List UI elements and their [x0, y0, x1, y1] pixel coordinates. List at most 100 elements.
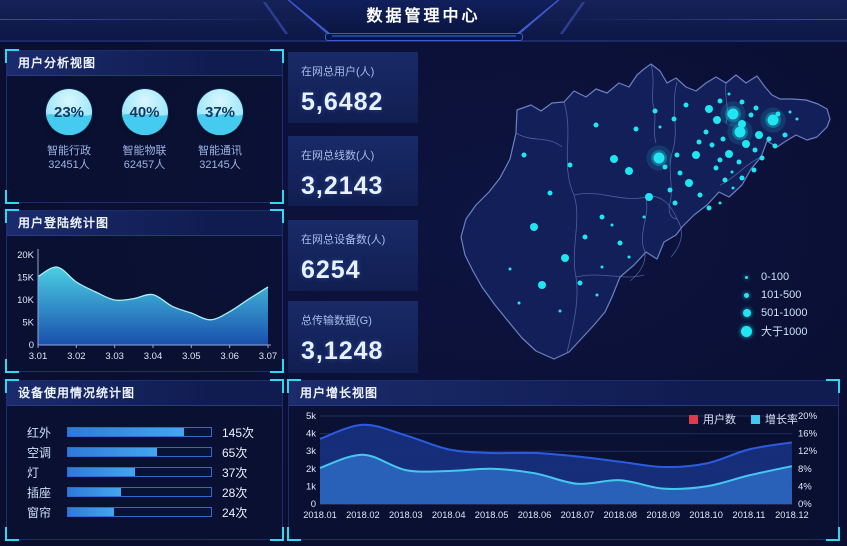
stat-value: 5,6482: [301, 88, 384, 116]
svg-text:2018.08: 2018.08: [603, 510, 637, 520]
liquid-circle-item: 37% 智能通讯 32145人: [184, 89, 256, 172]
legend-item-label: 大于1000: [761, 326, 808, 338]
liquid-circle: 40%: [121, 89, 168, 135]
svg-text:10K: 10K: [17, 295, 35, 306]
svg-text:8%: 8%: [798, 464, 812, 475]
svg-text:16%: 16%: [798, 429, 818, 440]
device-bar-row: 空调 65次: [27, 442, 264, 462]
svg-text:2018.11: 2018.11: [733, 510, 766, 520]
legend-swatch-rate: [751, 414, 760, 424]
corner-bracket: [5, 527, 19, 541]
stat-label: 总传输数据(G): [301, 315, 372, 327]
svg-text:3.04: 3.04: [144, 351, 163, 362]
legend-label-rate: 增长率: [765, 414, 798, 426]
device-bar-value: 65次: [222, 445, 248, 460]
svg-text:3.02: 3.02: [67, 351, 86, 362]
map-region: 0-100 101-500 501-1000 大于1000: [424, 46, 844, 378]
panel-user-analysis-header: 用户分析视图: [7, 51, 282, 76]
device-bar-track: [67, 487, 212, 497]
svg-text:5k: 5k: [306, 411, 316, 422]
panel-login-stats-header: 用户登陆统计图: [7, 211, 282, 236]
panel-device-usage-title: 设备使用情况统计图: [18, 386, 136, 400]
circle-count: 62457人: [123, 159, 166, 171]
device-bar-label: 灯: [27, 465, 40, 480]
svg-text:1k: 1k: [306, 481, 316, 492]
circle-count: 32145人: [199, 159, 241, 171]
svg-text:2018.04: 2018.04: [432, 510, 466, 520]
device-bar-fill: [68, 428, 184, 436]
circle-count: 32451人: [48, 159, 90, 171]
legend-dot-icon: [740, 309, 753, 317]
svg-text:12%: 12%: [798, 446, 818, 457]
device-bar-row: 窗帘 24次: [27, 502, 264, 522]
corner-bracket: [270, 527, 284, 541]
device-bar-label: 空调: [27, 445, 52, 460]
wave-graphic: [46, 112, 92, 135]
page-title: 数据管理中心: [366, 8, 481, 25]
liquid-circle-item: 23% 智能行政 32451人: [33, 89, 105, 172]
liquid-circle-group: 23% 智能行政 32451人 40% 智能物联 62457人 37% 智能通讯: [7, 76, 282, 172]
title-plate: 数据管理中心: [287, 0, 560, 35]
panel-login-stats: 用户登陆统计图 0 5K 10K 15K 20K 3.01 3.02 3.03 3.04 3.05…: [5, 209, 284, 373]
device-bar-value: 24次: [222, 505, 248, 520]
device-bar-fill: [68, 448, 157, 456]
map-scatter-dots: [508, 92, 799, 313]
device-bar-value: 37次: [222, 465, 248, 480]
liquid-circle-item: 40% 智能物联 62457人: [109, 89, 181, 172]
svg-text:3.06: 3.06: [220, 351, 239, 362]
device-bar-fill: [68, 488, 121, 496]
wave-graphic: [121, 112, 168, 135]
growth-area-chart: 0 1k 2k 3k 4k 5k 0% 4% 8% 12% 16% 20% 2018.01 2018.02…: [303, 411, 818, 520]
svg-text:2018.10: 2018.10: [689, 510, 723, 520]
legend-dot-icon: [740, 292, 753, 298]
map-internal-borders: [515, 63, 762, 354]
legend-item-label: 0-100: [761, 271, 790, 283]
legend-swatch-users: [689, 414, 698, 424]
device-bar-value: 28次: [222, 485, 248, 500]
device-bar-row: 红外 145次: [27, 422, 264, 442]
svg-text:5K: 5K: [22, 318, 34, 329]
stat-label: 在网总用户(人): [301, 66, 375, 78]
circle-label: 智能物联: [122, 145, 167, 157]
login-area-chart: 0 5K 10K 15K 20K 3.01 3.02 3.03 3.04 3.05 3.06 3.07: [17, 249, 277, 362]
device-bar-track: [67, 467, 212, 477]
stat-card-total-devices: 在网总设备数(人) 6254: [288, 220, 418, 291]
device-bar-track: [67, 427, 212, 437]
map-outline: [460, 63, 831, 360]
stat-value: 3,1248: [301, 337, 384, 365]
legend-dot-icon: [740, 275, 753, 279]
device-bar-list: 红外 145次 空调 65次灯 37次 插座 28次 窗帘 24次: [7, 406, 282, 522]
legend-label-users: 用户数: [703, 414, 736, 426]
svg-text:2018.02: 2018.02: [346, 510, 380, 520]
map-legend-item: 101-500: [740, 286, 808, 304]
panel-user-analysis: 用户分析视图 23% 智能行政 32451人 40% 智能物联 62457人: [5, 49, 284, 204]
svg-text:15K: 15K: [17, 273, 35, 284]
panel-user-analysis-title: 用户分析视图: [18, 56, 97, 70]
svg-text:4k: 4k: [306, 429, 316, 440]
svg-text:2018.05: 2018.05: [475, 510, 509, 520]
panel-device-usage-header: 设备使用情况统计图: [7, 381, 282, 406]
svg-text:0: 0: [311, 499, 316, 510]
map-legend: 0-100 101-500 501-1000 大于1000: [740, 268, 808, 340]
growth-legend: 用户数 增长率: [689, 411, 808, 427]
svg-text:2k: 2k: [306, 464, 316, 475]
svg-text:20K: 20K: [17, 250, 35, 261]
stat-value: 3,2143: [301, 172, 384, 200]
corner-bracket: [270, 190, 284, 204]
panel-login-stats-title: 用户登陆统计图: [18, 216, 110, 230]
device-bar-value: 145次: [222, 425, 255, 440]
panel-user-growth-title: 用户增长视图: [300, 386, 379, 400]
svg-text:2018.07: 2018.07: [561, 510, 595, 520]
device-bar-fill: [68, 468, 136, 476]
device-bar-track: [67, 447, 212, 457]
map-legend-item: 大于1000: [740, 322, 808, 340]
header-underline: [324, 33, 523, 41]
svg-text:2018.12: 2018.12: [775, 510, 809, 520]
legend-item-label: 501-1000: [761, 307, 808, 319]
header-decoration-right: [559, 2, 735, 34]
panel-user-growth-header: 用户增长视图: [289, 381, 838, 406]
stat-label: 在网总线数(人): [301, 150, 375, 162]
header: 数据管理中心: [0, 0, 847, 42]
corner-bracket: [5, 190, 19, 204]
